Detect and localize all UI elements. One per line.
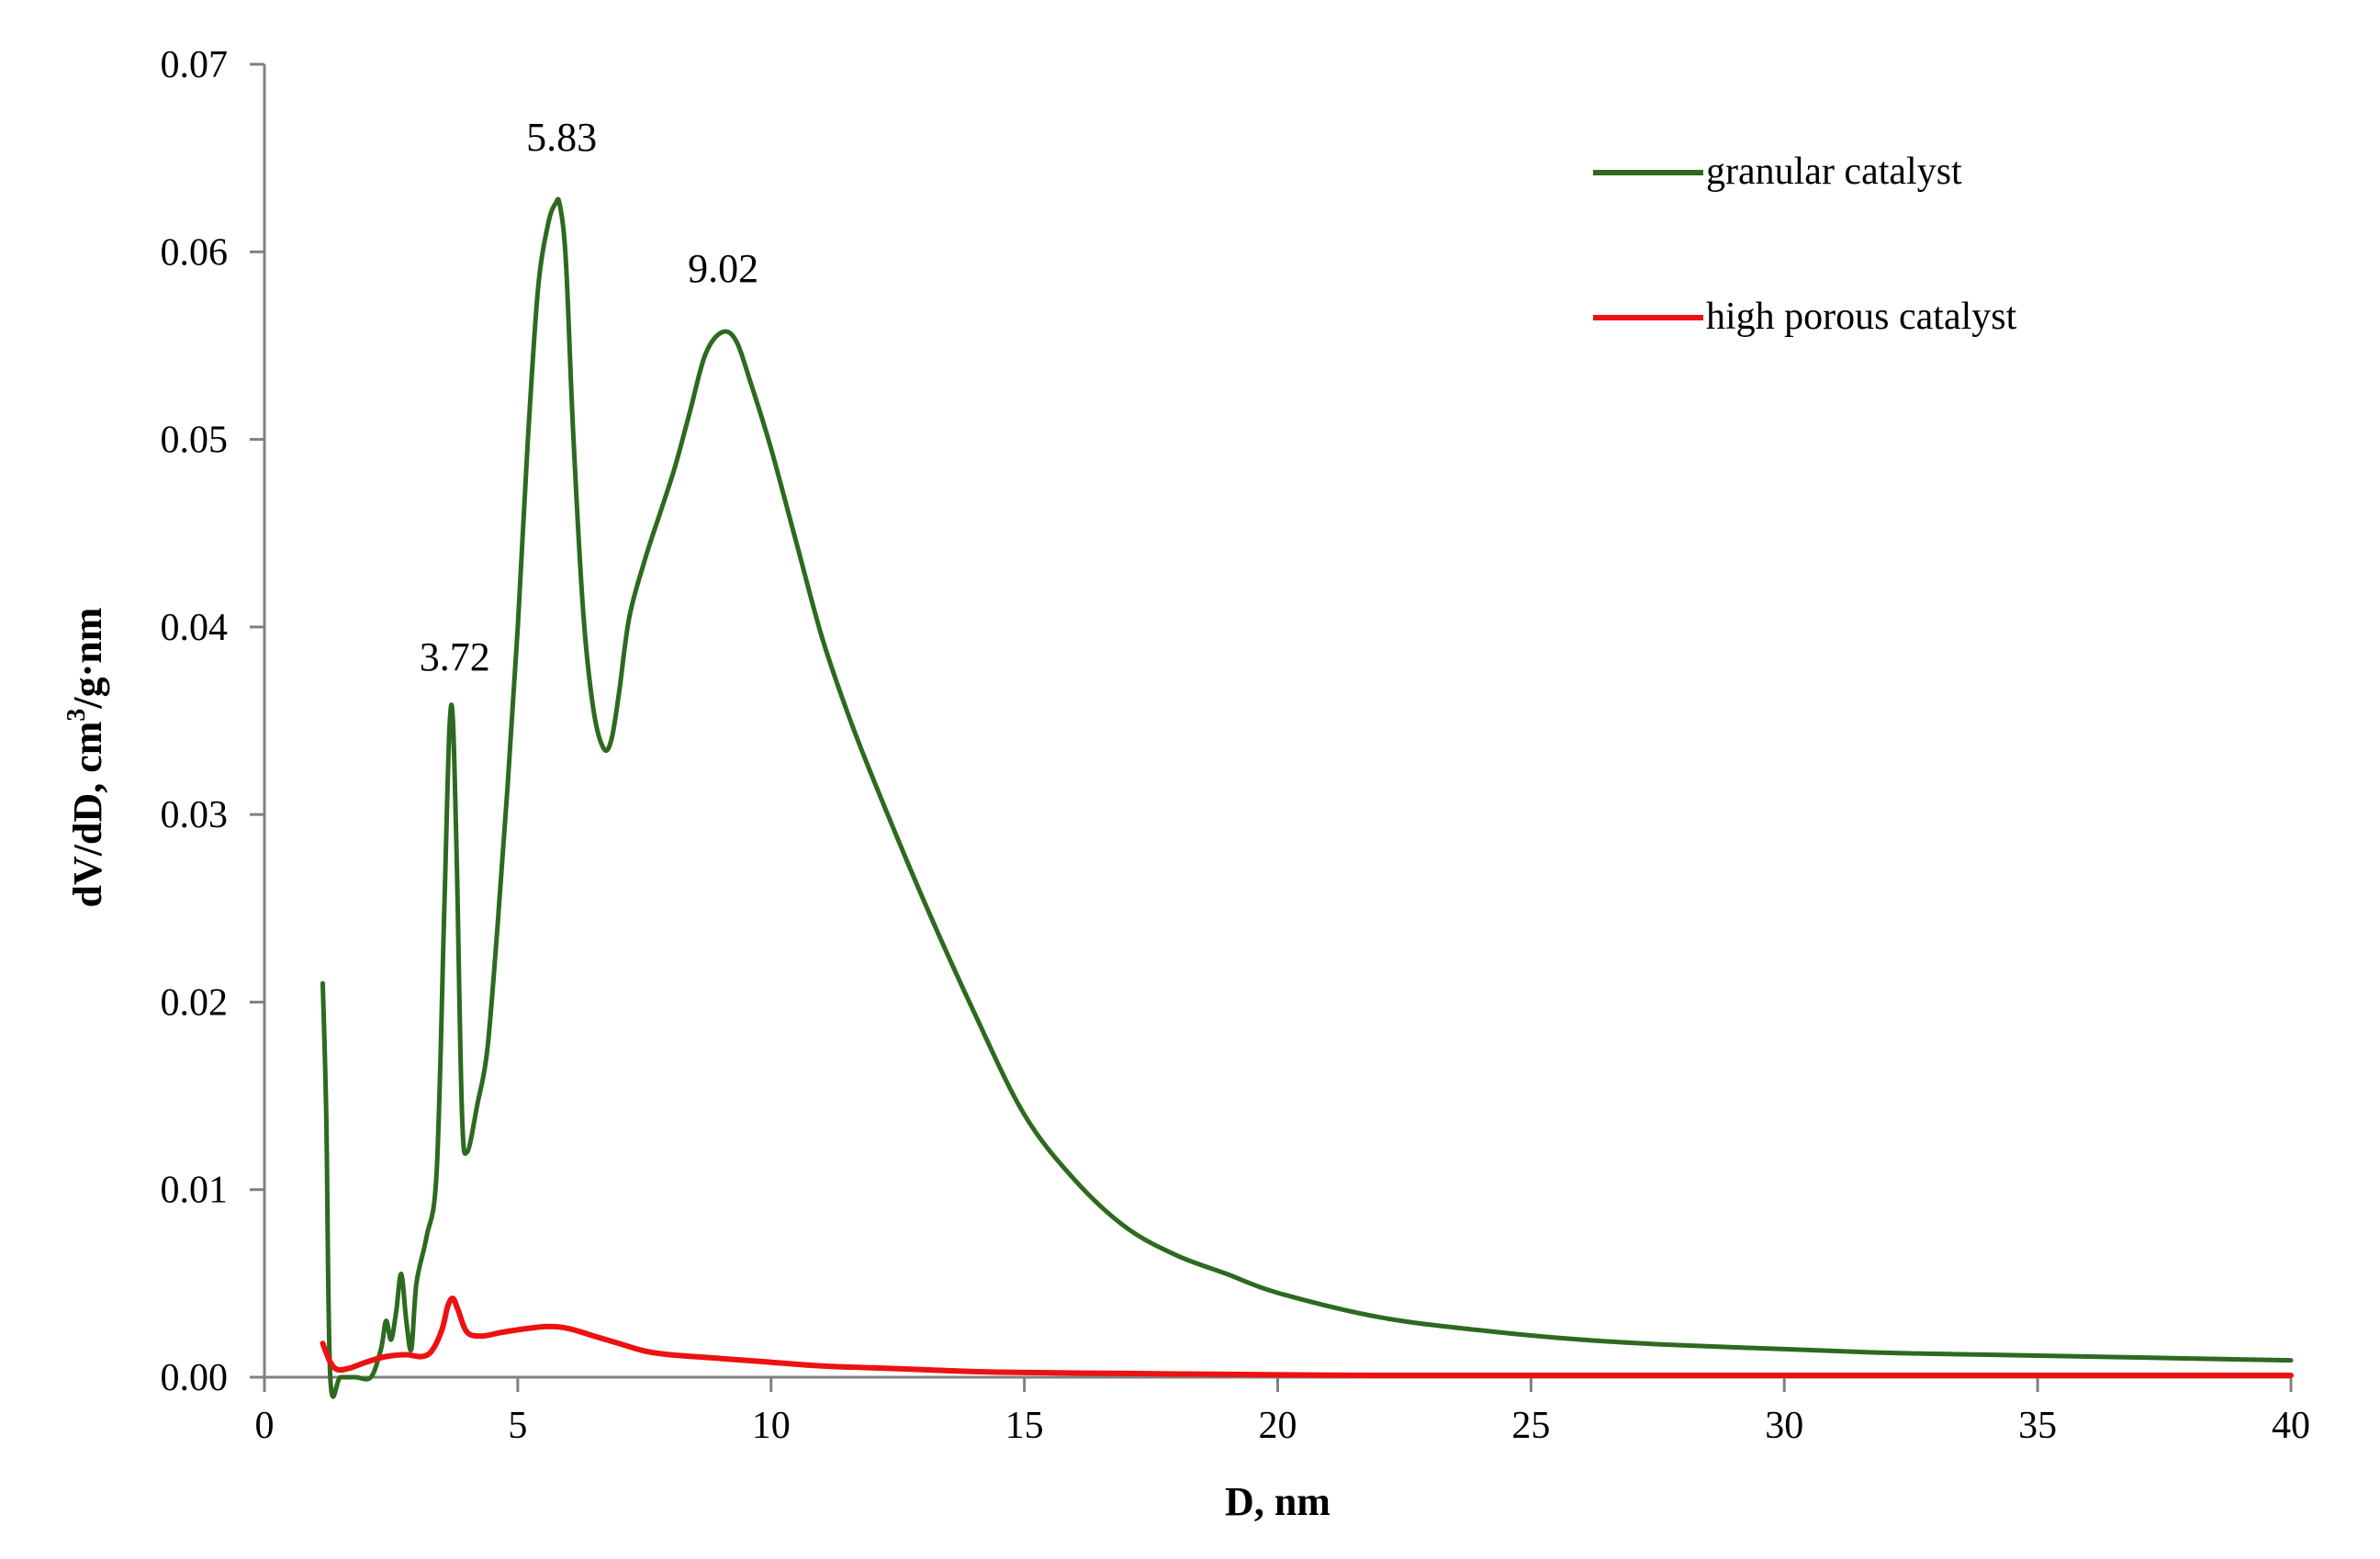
y-tick-label: 0.02 (161, 981, 229, 1024)
x-tick-label: 25 (1511, 1405, 1550, 1447)
x-tick-label: 35 (2018, 1405, 2057, 1447)
x-tick-label: 40 (2272, 1405, 2310, 1447)
peak-label: 5.83 (526, 115, 597, 160)
y-tick-label: 0.06 (161, 231, 229, 274)
y-axis-ticks: 0.00 0.01 0.02 0.03 0.04 0.05 0.06 0.07 (161, 44, 264, 1399)
series-line-granular-catalyst (320, 196, 2294, 1399)
peak-annotations: 3.72 5.83 9.02 (420, 115, 758, 679)
y-axis-title-main: dV/dD, cm (65, 722, 110, 908)
y-tick-label: 0.03 (161, 794, 229, 836)
y-tick-label: 0.00 (161, 1357, 229, 1399)
x-tick-label: 10 (752, 1405, 791, 1447)
axes: 0.00 0.01 0.02 0.03 0.04 0.05 0.06 0.07 0 5 10 15 2… (161, 44, 2311, 1447)
y-axis-title-tail: /g·nm (65, 608, 110, 710)
series-line-high-porous-catalyst (320, 1295, 2294, 1379)
peak-label: 9.02 (688, 246, 758, 291)
y-tick-label: 0.04 (161, 607, 229, 649)
legend-item-high-porous: high porous catalyst (1593, 296, 2017, 338)
legend-label-high-porous: high porous catalyst (1706, 296, 2017, 338)
y-axis-title: dV/dD, cm3/g·nm (62, 608, 110, 908)
x-tick-label: 30 (1765, 1405, 1803, 1447)
x-tick-label: 20 (1259, 1405, 1297, 1447)
x-tick-label: 15 (1005, 1405, 1044, 1447)
y-tick-label: 0.07 (161, 44, 229, 86)
peak-label: 3.72 (420, 634, 490, 679)
y-tick-label: 0.01 (161, 1170, 229, 1212)
x-tick-label: 0 (255, 1405, 275, 1447)
series-layer (320, 196, 2294, 1399)
x-axis-title: D, nm (1225, 1479, 1330, 1524)
y-axis-title-superscript: 3 (62, 709, 91, 722)
x-axis-ticks: 0 5 10 15 20 25 30 35 40 (255, 1377, 2310, 1447)
legend: granular catalyst high porous catalyst (1593, 151, 2017, 338)
legend-label-granular: granular catalyst (1706, 151, 1962, 193)
y-tick-label: 0.05 (161, 420, 229, 462)
x-tick-label: 5 (508, 1405, 527, 1447)
legend-item-granular: granular catalyst (1593, 151, 1962, 193)
